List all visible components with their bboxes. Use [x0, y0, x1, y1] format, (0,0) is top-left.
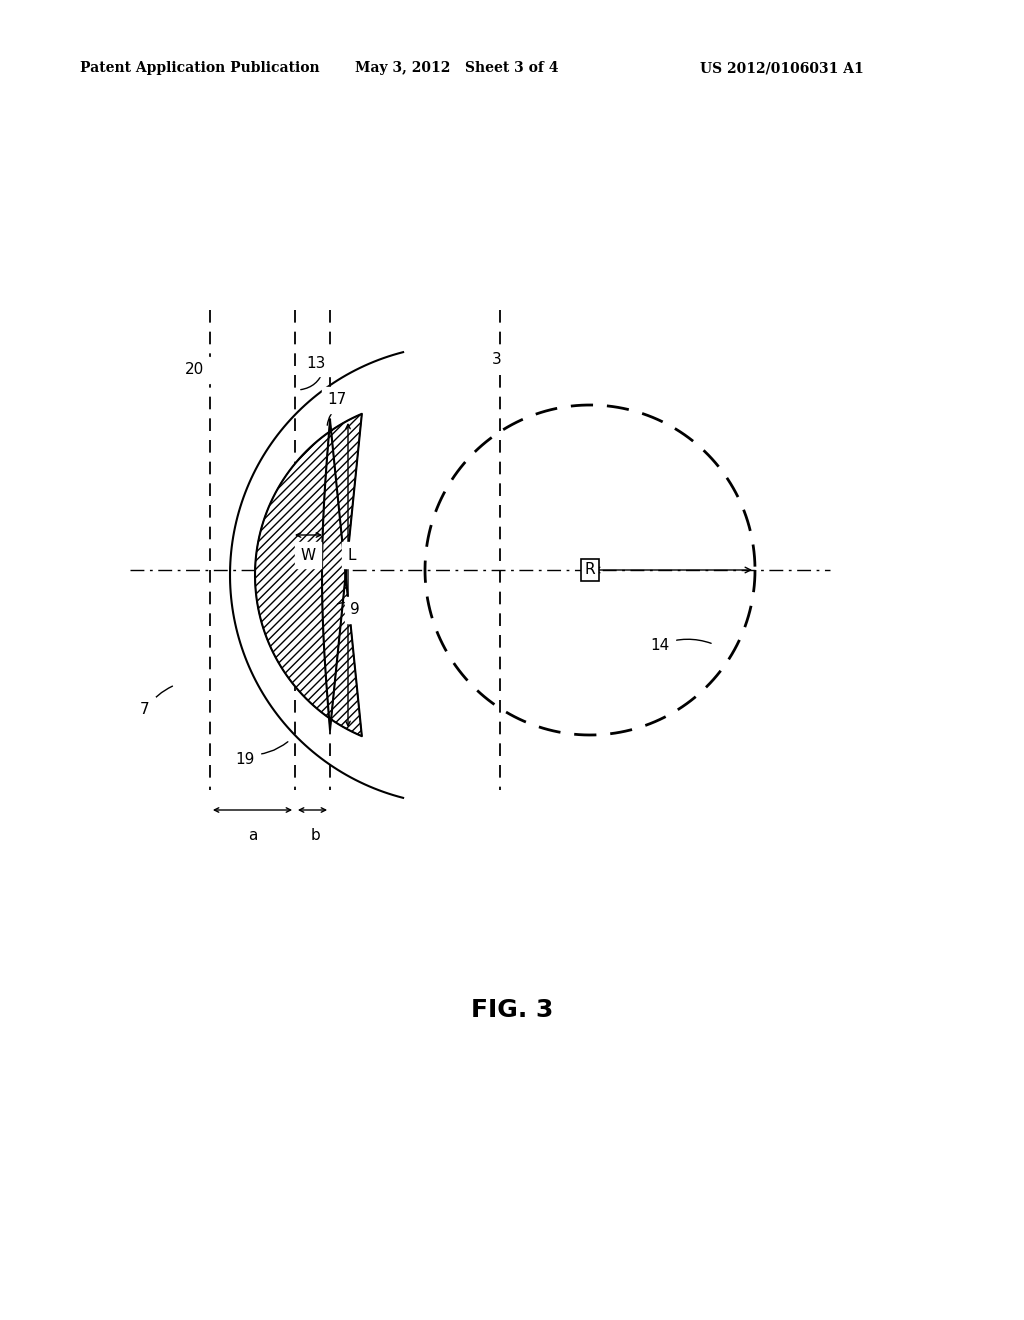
Text: 3: 3 [493, 352, 502, 367]
Text: b: b [310, 828, 319, 842]
Text: 19: 19 [236, 752, 255, 767]
Text: R: R [585, 562, 595, 578]
Text: US 2012/0106031 A1: US 2012/0106031 A1 [700, 61, 864, 75]
Text: 9: 9 [350, 602, 359, 618]
Text: 17: 17 [328, 392, 347, 408]
Text: W: W [300, 548, 315, 562]
Text: 20: 20 [185, 363, 205, 378]
Text: 13: 13 [306, 355, 326, 371]
Polygon shape [255, 413, 361, 737]
Text: 14: 14 [650, 638, 670, 652]
Text: a: a [248, 828, 258, 842]
Text: 7: 7 [140, 702, 150, 718]
Text: May 3, 2012   Sheet 3 of 4: May 3, 2012 Sheet 3 of 4 [355, 61, 558, 75]
Text: Patent Application Publication: Patent Application Publication [80, 61, 319, 75]
Text: L: L [348, 548, 356, 562]
Text: FIG. 3: FIG. 3 [471, 998, 553, 1022]
